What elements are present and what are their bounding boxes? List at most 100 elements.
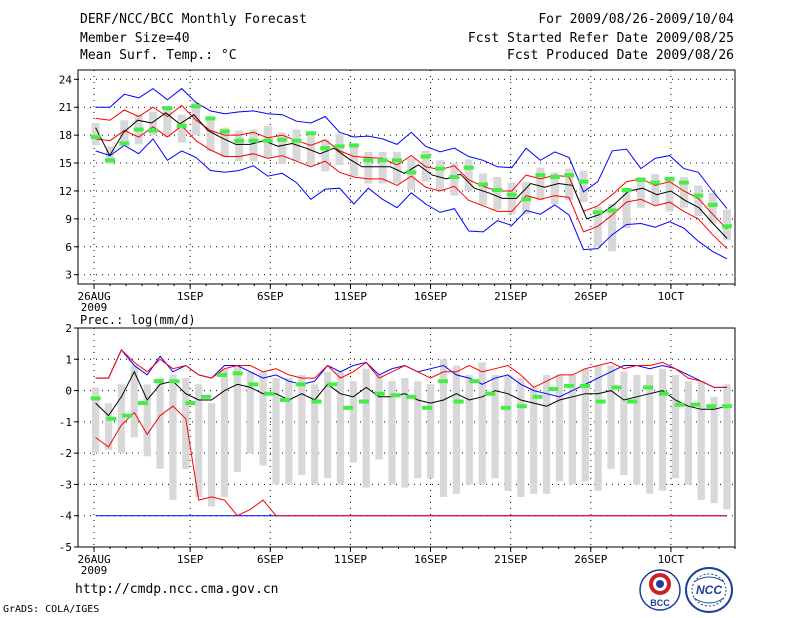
observed-marker	[205, 116, 216, 121]
observed-marker	[305, 131, 316, 136]
ensemble-box	[401, 378, 409, 488]
ensemble-box	[149, 111, 158, 136]
source-url[interactable]: http://cmdp.ncc.cma.gov.cn	[75, 582, 279, 597]
observed-marker	[650, 180, 661, 185]
ensemble-box	[311, 384, 319, 485]
x-tick-label: 26SEP	[574, 290, 607, 303]
observed-marker	[621, 188, 632, 193]
observed-marker	[607, 208, 618, 213]
ensemble-box	[91, 123, 100, 146]
x-year-label: 2009	[81, 564, 108, 577]
ensemble-box	[233, 365, 241, 472]
forecast-produced-date: Fcst Produced Date 2009/08/26	[507, 48, 734, 63]
ensemble-box	[671, 374, 680, 479]
precip-axis-title: Prec.: log(mm/d)	[80, 313, 196, 327]
observed-marker	[535, 173, 546, 178]
observed-marker	[516, 404, 527, 409]
observed-marker	[191, 104, 202, 109]
observed-marker	[122, 413, 133, 418]
ncc-logo-icon: NCC	[685, 567, 733, 613]
observed-marker	[277, 137, 288, 142]
ensemble-box	[362, 368, 370, 488]
ensemble-box	[130, 365, 138, 438]
upper-spread-line	[95, 104, 728, 230]
observed-marker	[104, 158, 115, 163]
observed-marker	[234, 138, 245, 143]
ensemble-box	[278, 132, 287, 164]
observed-marker	[390, 393, 401, 398]
x-tick-label: 16SEP	[414, 290, 447, 303]
y-tick-label: -4	[59, 510, 73, 523]
y-tick-label: 9	[65, 213, 72, 226]
ncc-logo-text: NCC	[696, 583, 722, 597]
observed-marker	[406, 394, 417, 399]
observed-marker	[295, 382, 306, 387]
observed-marker	[348, 143, 359, 148]
ensemble-box	[568, 374, 576, 485]
ensemble-box	[708, 192, 717, 224]
ensemble-box	[182, 378, 190, 469]
y-tick-label: -1	[59, 416, 72, 429]
ensemble-box	[607, 365, 615, 469]
bcc-logo-text: BCC	[650, 598, 670, 608]
y-tick-label: -5	[59, 541, 72, 554]
ensemble-box	[679, 177, 688, 208]
plot-frame	[77, 327, 736, 548]
observed-marker	[595, 399, 606, 404]
precipitation-chart: -5 -4 -3 -2 -1 0 1 2 26AUG 1SEP 6SEP 11SEP 16SEP 21SE…	[59, 313, 736, 577]
ensemble-box	[504, 374, 512, 491]
observed-marker	[248, 138, 259, 143]
y-tick-label: 1	[65, 353, 72, 366]
x-tick-label: 1SEP	[177, 553, 204, 566]
observed-marker	[611, 385, 622, 390]
ensemble-box	[435, 160, 445, 191]
y-tick-label: -3	[59, 478, 72, 491]
ensemble-box	[579, 170, 588, 203]
observed-marker	[311, 399, 322, 404]
grads-credit: GrADS: COLA/IGES	[3, 604, 100, 615]
observed-marker	[706, 404, 717, 409]
y-tick-label: 3	[65, 269, 72, 282]
observed-marker	[532, 394, 543, 399]
observed-marker	[521, 197, 532, 202]
observed-marker	[148, 128, 159, 133]
observed-marker	[185, 401, 196, 406]
ensemble-box	[349, 144, 358, 177]
y-tick-label: 24	[59, 73, 73, 86]
observed-marker	[707, 202, 718, 207]
ensemble-box	[608, 203, 617, 252]
x-tick-label: 11SEP	[334, 553, 367, 566]
ensemble-box	[517, 378, 525, 497]
observed-marker	[358, 399, 369, 404]
ensemble-box	[464, 159, 473, 191]
member-size-label: Member Size=40	[80, 31, 190, 46]
observed-marker	[232, 371, 243, 376]
x-tick-label: 1OCT	[658, 553, 685, 566]
ensemble-box	[349, 381, 357, 463]
observed-marker	[422, 405, 433, 410]
y-tick-label: 0	[65, 385, 72, 398]
ensemble-box	[594, 365, 602, 491]
x-tick-label: 26SEP	[574, 553, 607, 566]
lower-spread-line	[95, 125, 728, 249]
observed-marker	[162, 106, 173, 111]
forecast-start-date: Fcst Started Refer Date 2009/08/25	[467, 31, 734, 46]
observed-marker	[420, 154, 431, 159]
ensemble-box	[439, 359, 448, 497]
min-line	[95, 138, 728, 260]
observed-marker	[334, 144, 345, 149]
observed-marker	[627, 399, 638, 404]
y-tick-label: 12	[59, 185, 72, 198]
ensemble-box	[542, 374, 551, 494]
observed-marker	[478, 182, 489, 187]
observed-marker	[693, 193, 704, 198]
observed-marker	[674, 402, 685, 407]
ensemble-box	[285, 378, 293, 485]
x-tick-label: 6SEP	[257, 553, 284, 566]
ensemble-box	[536, 167, 545, 201]
observed-marker	[391, 158, 402, 163]
forecast-period: For 2009/08/26-2009/10/04	[538, 12, 734, 27]
observed-marker	[469, 379, 480, 384]
ensemble-box	[177, 114, 186, 143]
ensemble-mean-line	[95, 370, 728, 417]
